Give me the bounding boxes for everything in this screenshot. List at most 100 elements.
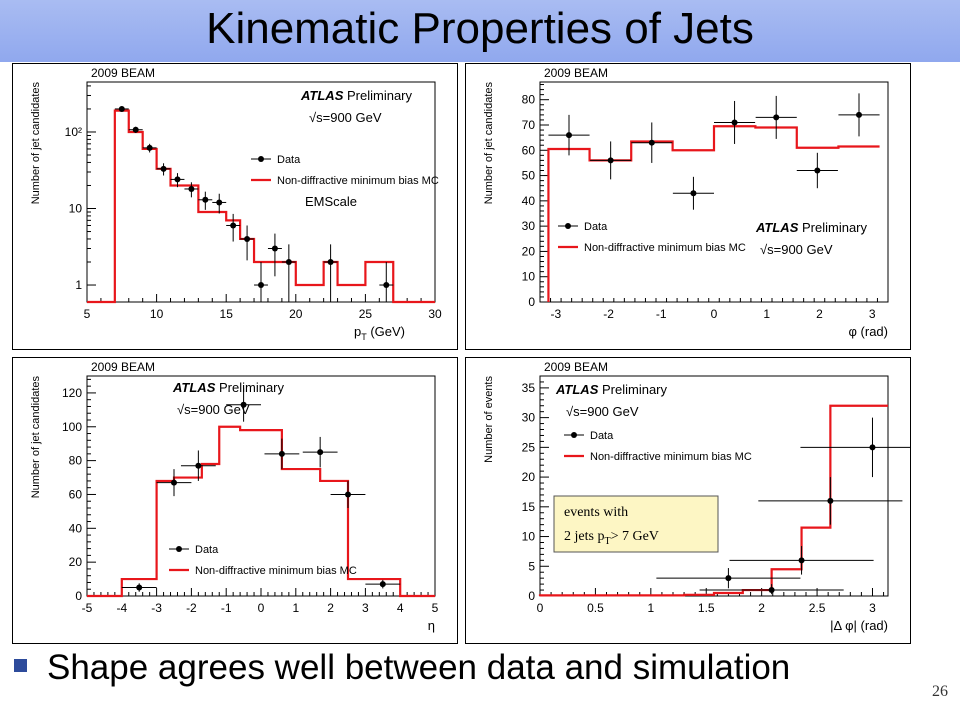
x-axis-label: |Δ φ| (rad) bbox=[830, 618, 888, 633]
data-point bbox=[690, 190, 697, 197]
annotation-line-2: 2 jets pT> 7 GeV bbox=[564, 529, 659, 547]
legend-mc-label: Non-diffractive minimum bias MC bbox=[590, 451, 752, 463]
x-tick-label: 0.5 bbox=[587, 601, 604, 615]
bullet-point: Shape agrees well between data and simul… bbox=[14, 648, 790, 688]
slide-number: 26 bbox=[932, 683, 948, 700]
y-tick-label: 35 bbox=[522, 381, 536, 395]
x-tick-label: 5 bbox=[432, 601, 439, 615]
data-point bbox=[285, 258, 292, 265]
y-tick-label: 30 bbox=[522, 411, 536, 425]
y-tick-label: 100 bbox=[62, 420, 82, 434]
x-tick-label: 30 bbox=[428, 307, 442, 321]
x-tick-label: 10 bbox=[150, 307, 164, 321]
y-tick-label: 70 bbox=[522, 118, 536, 132]
legend-mc-label: Non-diffractive minimum bias MC bbox=[195, 565, 357, 577]
x-tick-label: -2 bbox=[186, 601, 197, 615]
data-point bbox=[202, 196, 209, 203]
x-tick-label: -1 bbox=[656, 307, 667, 321]
x-tick-label: 3 bbox=[869, 601, 876, 615]
x-tick-label: 25 bbox=[359, 307, 373, 321]
atlas-label: ATLAS Preliminary bbox=[555, 382, 667, 397]
y-tick-label: 0 bbox=[528, 589, 535, 603]
plot-frame bbox=[539, 375, 889, 597]
legend-data-label: Data bbox=[590, 430, 614, 442]
y-tick-label: 40 bbox=[69, 521, 83, 535]
y-axis-label: Number of jet candidates bbox=[30, 376, 42, 499]
data-point bbox=[345, 491, 351, 498]
y-axis-label: Number of jet candidates bbox=[30, 82, 42, 205]
x-tick-label: 15 bbox=[220, 307, 234, 321]
x-tick-label: 0 bbox=[537, 601, 544, 615]
data-point bbox=[768, 587, 775, 594]
chart-pt: 2009 BEAM 5 10 15 20 25 30 1 10 10² Number of jet … bbox=[12, 63, 458, 350]
x-tick-label: -5 bbox=[82, 601, 93, 615]
legend-data-marker bbox=[258, 156, 264, 162]
legend-data-marker bbox=[176, 546, 182, 552]
y-tick-label: 5 bbox=[528, 559, 535, 573]
data-point bbox=[118, 105, 125, 112]
legend-data-label: Data bbox=[195, 544, 219, 556]
y-tick-label: 60 bbox=[522, 143, 536, 157]
data-point bbox=[188, 185, 195, 192]
x-axis-label: η bbox=[428, 618, 435, 633]
x-tick-label: 2 bbox=[327, 601, 334, 615]
data-point bbox=[648, 139, 655, 146]
bullet-text: Shape agrees well between data and simul… bbox=[47, 648, 791, 687]
chart-header: 2009 BEAM bbox=[544, 66, 608, 80]
x-tick-label: -1 bbox=[221, 601, 232, 615]
x-tick-label: 1 bbox=[763, 307, 770, 321]
annotation-line-1: events with bbox=[564, 505, 628, 520]
data-point bbox=[195, 462, 202, 469]
energy-label: √s=900 GeV bbox=[566, 404, 639, 419]
plot-frame bbox=[539, 81, 889, 303]
x-tick-label: -2 bbox=[603, 307, 614, 321]
x-tick-label: -3 bbox=[550, 307, 561, 321]
y-tick-label: 10 bbox=[69, 202, 83, 216]
y-tick-label: 10 bbox=[522, 530, 536, 544]
x-tick-label: 0 bbox=[258, 601, 265, 615]
chart-header: 2009 BEAM bbox=[544, 360, 608, 374]
y-tick-label: 20 bbox=[522, 470, 536, 484]
annotation-background bbox=[553, 495, 719, 553]
atlas-label: ATLAS Preliminary bbox=[172, 380, 284, 395]
title-bar: Kinematic Properties of Jets bbox=[0, 0, 960, 62]
y-tick-label: 80 bbox=[69, 454, 83, 468]
mc-histogram-line bbox=[547, 125, 880, 302]
data-point bbox=[132, 126, 139, 133]
data-point bbox=[856, 111, 862, 118]
x-tick-label: 4 bbox=[397, 601, 404, 615]
x-axis-label: φ (rad) bbox=[849, 324, 889, 339]
atlas-label: ATLAS Preliminary bbox=[300, 88, 412, 103]
y-tick-label: 10 bbox=[522, 270, 536, 284]
data-point bbox=[827, 497, 834, 504]
legend-mc-label: Non-diffractive minimum bias MC bbox=[277, 175, 439, 187]
emscale-label: EMScale bbox=[305, 194, 357, 209]
y-tick-label: 60 bbox=[69, 487, 83, 501]
data-point bbox=[383, 282, 390, 289]
y-tick-label: 20 bbox=[69, 555, 83, 569]
data-point bbox=[230, 222, 237, 229]
y-tick-label: 20 bbox=[522, 244, 536, 258]
x-axis-label: pT (GeV) bbox=[354, 324, 405, 342]
y-tick-label: 50 bbox=[522, 169, 536, 183]
data-point bbox=[174, 176, 181, 183]
bullet-square-icon bbox=[14, 659, 27, 673]
energy-label: √s=900 GeV bbox=[177, 402, 250, 417]
x-tick-label: -3 bbox=[151, 601, 162, 615]
data-point bbox=[258, 282, 264, 289]
chart-header: 2009 BEAM bbox=[91, 66, 155, 80]
legend-data-marker bbox=[571, 432, 577, 438]
data-point bbox=[244, 235, 251, 242]
y-tick-label: 0 bbox=[528, 295, 535, 309]
data-point bbox=[869, 444, 876, 451]
energy-label: √s=900 GeV bbox=[309, 110, 382, 125]
legend-mc-label: Non-diffractive minimum bias MC bbox=[584, 242, 746, 254]
plot-frame bbox=[86, 375, 436, 597]
y-axis-label: Number of events bbox=[483, 376, 495, 463]
data-point bbox=[814, 167, 821, 174]
data-point bbox=[146, 144, 153, 151]
chart-svg-pt: 2009 BEAM 5 10 15 20 25 30 1 10 10² Number of jet … bbox=[30, 66, 442, 342]
data-point bbox=[327, 258, 334, 265]
x-tick-label: 3 bbox=[362, 601, 369, 615]
